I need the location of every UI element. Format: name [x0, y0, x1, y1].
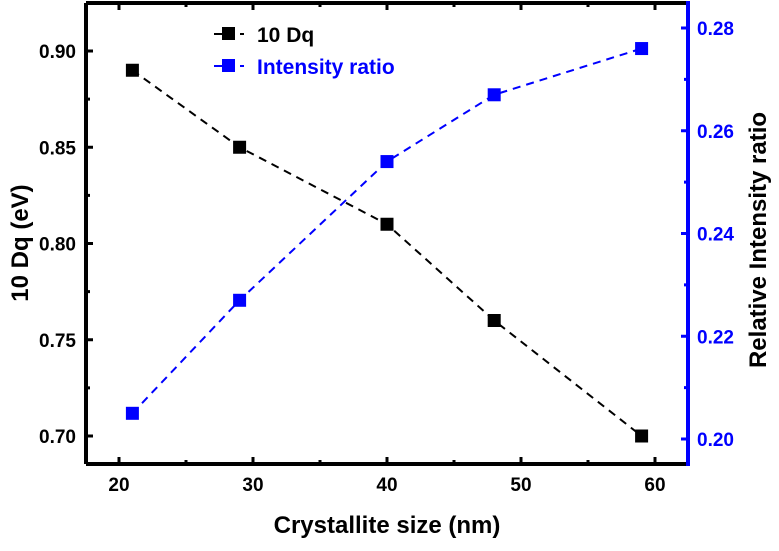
legend: 10 Dq Intensity ratio	[214, 24, 395, 79]
data-point-0	[487, 314, 501, 327]
data-point-0	[125, 63, 139, 77]
y2-tick-label: 0.24	[697, 225, 734, 246]
legend-label-intensity: Intensity ratio	[257, 56, 395, 79]
series-line-0	[131, 69, 643, 437]
legend-marker-intensity	[222, 59, 235, 72]
data-point-1	[635, 42, 649, 56]
data-point-1	[125, 406, 139, 420]
x-tick-label: 60	[644, 475, 665, 496]
x-tick-label: 30	[242, 475, 263, 496]
x-axis-label: Crystallite size (nm)	[274, 512, 501, 539]
data-point-0	[380, 217, 394, 231]
legend-marker-10dq	[222, 27, 235, 40]
legend-label-10dq: 10 Dq	[257, 24, 314, 47]
series-line-1	[131, 47, 642, 415]
y2-tick-label: 0.20	[697, 430, 734, 451]
y2-tick-label: 0.22	[697, 327, 734, 348]
data-point-0	[635, 429, 649, 443]
y-tick-label: 0.90	[39, 42, 76, 63]
data-point-1	[380, 155, 394, 169]
data-point-1	[233, 293, 247, 307]
y2-axis-label: Relative Intensity ratio	[745, 112, 772, 368]
x-tick-label: 20	[108, 475, 129, 496]
y2-tick-label: 0.28	[697, 19, 734, 40]
y-axis-label: 10 Dq (eV)	[7, 184, 34, 301]
y-tick-label: 0.85	[39, 138, 76, 159]
y-tick-label: 0.80	[39, 235, 76, 256]
y-tick-label: 0.75	[39, 331, 76, 352]
y-tick-label: 0.70	[39, 427, 76, 448]
x-tick-label: 40	[376, 475, 397, 496]
data-point-0	[233, 140, 247, 154]
x-tick-label: 50	[510, 475, 531, 496]
data-point-1	[487, 88, 501, 102]
y2-tick-label: 0.26	[697, 122, 734, 143]
